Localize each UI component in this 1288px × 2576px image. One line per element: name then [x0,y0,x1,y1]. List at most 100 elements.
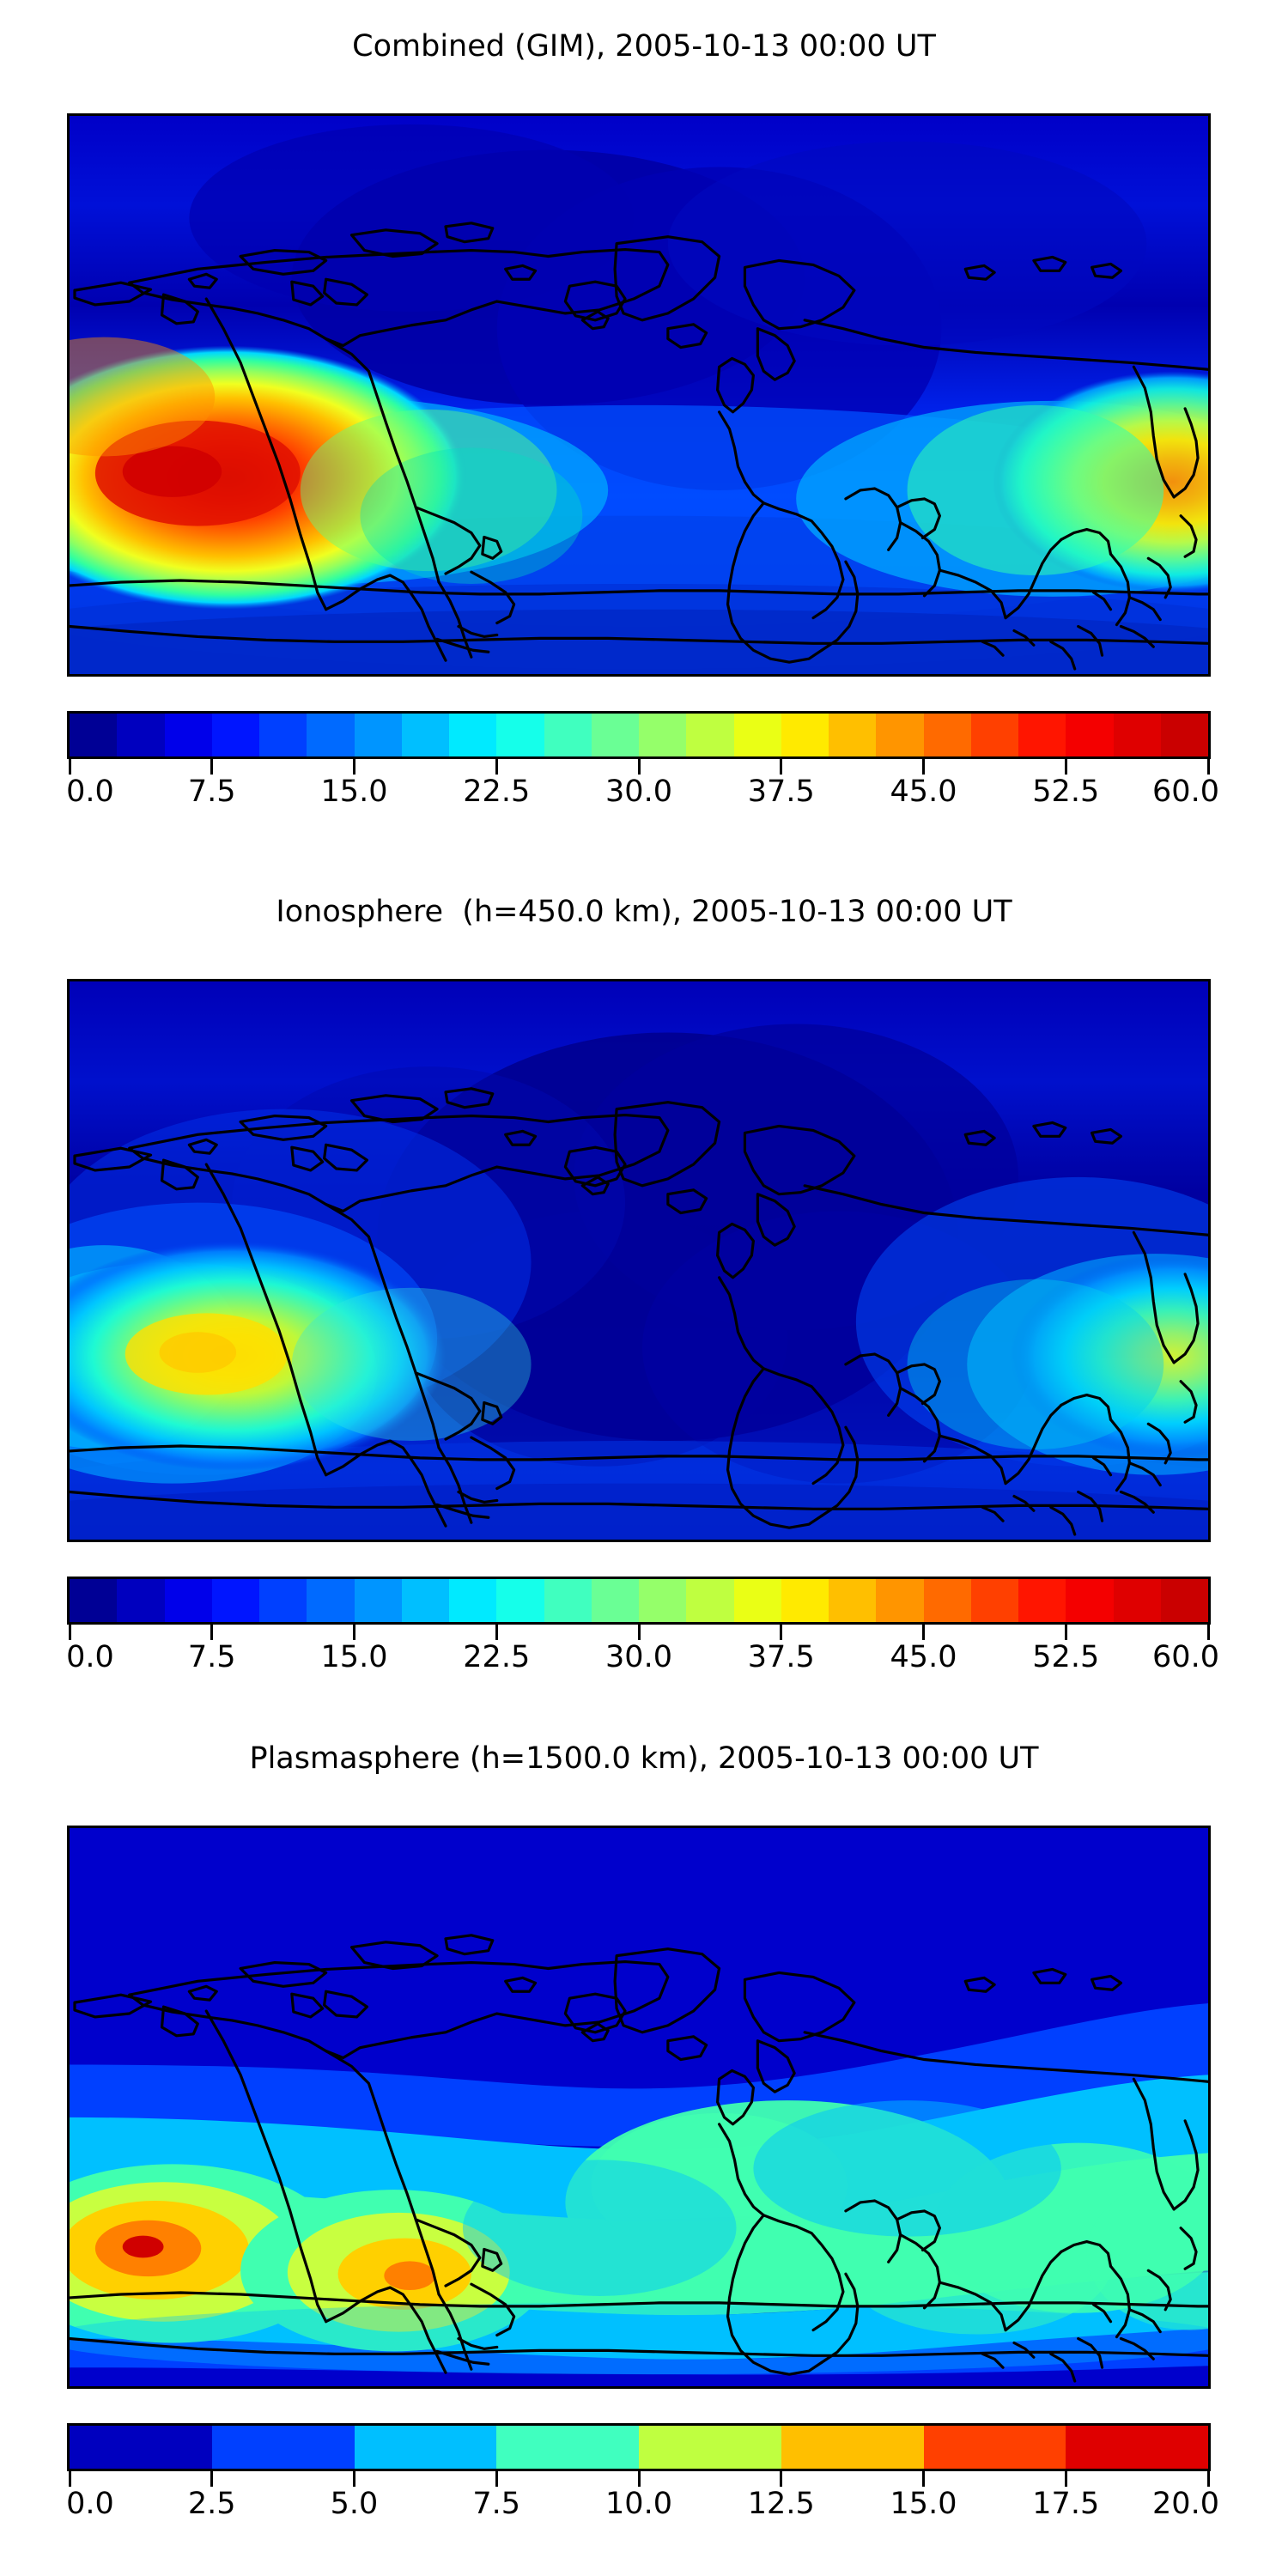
colorbar-tick [922,1625,925,1640]
colorbar-segment [496,2426,639,2469]
colorbar-segment [259,1579,307,1622]
colorbar-tick-label: 52.5 [1032,1640,1100,1674]
colorbar-tick-label: 5.0 [330,2487,379,2521]
colorbar-segment [686,714,734,756]
colorbar-tick [210,759,214,775]
colorbar-segment [829,714,877,756]
colorbar-ticks-ionosphere [67,1625,1211,1640]
colorbar-segment [449,714,497,756]
colorbar-segment [354,2426,497,2469]
colorbar-segment [117,714,165,756]
colorbar-tick [68,759,71,775]
colorbar-tick [637,759,641,775]
colorbar-tick-label: 37.5 [747,1640,815,1674]
colorbar-tick [353,2471,355,2487]
panel-plasmasphere: Plasmasphere (h=1500.0 km), 2005-10-13 0… [0,1717,1288,2576]
colorbar-ticks-plasmasphere [67,2471,1211,2487]
colorbar-tick-label: 45.0 [890,1640,957,1674]
colorbar-segment [307,1579,355,1622]
colorbar-segment [1018,1579,1066,1622]
colorbar-segment [164,714,212,756]
colorbar-tick-label: 17.5 [1032,2487,1100,2521]
map-ionosphere [67,979,1211,1542]
colorbar-segment [1066,1579,1114,1622]
colorbar-segment [70,1579,118,1622]
colorbar-tick-label: 15.0 [320,775,388,809]
colorbar-segment [1160,714,1208,756]
colorbar-tick [210,1625,214,1640]
colorbar-tick [1064,2471,1067,2487]
colorbar-segment [164,1579,212,1622]
colorbar-tick-label: 7.5 [187,775,236,809]
colorbar-segment [544,714,592,756]
colorbar-segment [591,714,639,756]
colorbar-segment [307,714,355,756]
colorbar-tick [495,759,498,775]
colorbar-segment [829,1579,877,1622]
colorbar-tick-label: 30.0 [605,1640,672,1674]
colorbar-segment [1066,714,1114,756]
colorbar-segment [923,2426,1066,2469]
colorbar-segment [354,1579,402,1622]
colorbar-labels-ionosphere: 0.0 7.5 15.0 22.5 30.0 37.5 45.0 52.5 60.0 [66,1640,1219,1680]
map-plasmasphere [67,1826,1211,2389]
colorbar-tick [780,1625,783,1640]
colorbar-segment [781,714,829,756]
colorbar-tick [1064,759,1067,775]
colorbar-tick [1064,1625,1067,1640]
colorbar-tick-label: 10.0 [605,2487,672,2521]
colorbar-segment [401,714,449,756]
colorbar-segment [211,1579,259,1622]
map-canvas-combined-gim [70,116,1208,674]
colorbar-segment [733,1579,781,1622]
colorbar-segment [923,714,971,756]
colorbar-tick [922,2471,925,2487]
colorbar-tick [922,759,925,775]
colorbar-tick [637,2471,641,2487]
colorbar-segment [117,1579,165,1622]
colorbar-tick-label: 45.0 [890,775,957,809]
map-canvas-ionosphere [70,981,1208,1540]
colorbar-segment [1113,1579,1161,1622]
colorbar-tick [353,759,355,775]
colorbar-tick-label: 2.5 [187,2487,236,2521]
colorbar-tick-label: 20.0 [1152,2487,1219,2521]
panel-title-combined-gim: Combined (GIM), 2005-10-13 00:00 UT [352,29,936,64]
colorbar-tick-label: 37.5 [747,775,815,809]
colorbar-segment [970,714,1018,756]
colorbar-segment [639,2426,781,2469]
colorbar-segment [496,1579,544,1622]
colorbar-tick [210,2471,214,2487]
colorbar-tick [68,2471,71,2487]
colorbar-segment [733,714,781,756]
colorbar-labels-combined-gim: 0.0 7.5 15.0 22.5 30.0 37.5 45.0 52.5 60.0 [66,775,1219,814]
panel-title-ionosphere: Ionosphere (h=450.0 km), 2005-10-13 00:0… [276,895,1012,929]
colorbar-tick-label: 22.5 [463,1640,531,1674]
colorbar-tick [1206,1625,1210,1640]
colorbar-segment [70,714,118,756]
colorbar-tick-label: 52.5 [1032,775,1100,809]
colorbar-segment [686,1579,734,1622]
panel-combined-gim: Combined (GIM), 2005-10-13 00:00 UT [0,0,1288,859]
colorbar-gradient-plasmasphere [67,2423,1211,2471]
colorbar-tick-label: 0.0 [66,1640,114,1674]
colorbar-segment [401,1579,449,1622]
colorbar-segment [591,1579,639,1622]
colorbar-tick-label: 7.5 [472,2487,521,2521]
colorbar-segment [70,2426,212,2469]
colorbar-tick-label: 0.0 [66,2487,114,2521]
colorbar-gradient-combined-gim [67,711,1211,759]
colorbar-tick-label: 15.0 [890,2487,957,2521]
colorbar-tick-label: 60.0 [1152,1640,1219,1674]
colorbar-segment [781,2426,924,2469]
panel-ionosphere: Ionosphere (h=450.0 km), 2005-10-13 00:0… [0,859,1288,1717]
colorbar-segment [211,714,259,756]
colorbar-segment [1160,1579,1208,1622]
map-combined-gim [67,113,1211,677]
colorbar-labels-plasmasphere: 0.0 2.5 5.0 7.5 10.0 12.5 15.0 17.5 20.0 [66,2487,1219,2526]
colorbar-segment [639,714,687,756]
colorbar-gradient-ionosphere [67,1577,1211,1625]
colorbar-segment [781,1579,829,1622]
colorbar-tick [495,2471,498,2487]
